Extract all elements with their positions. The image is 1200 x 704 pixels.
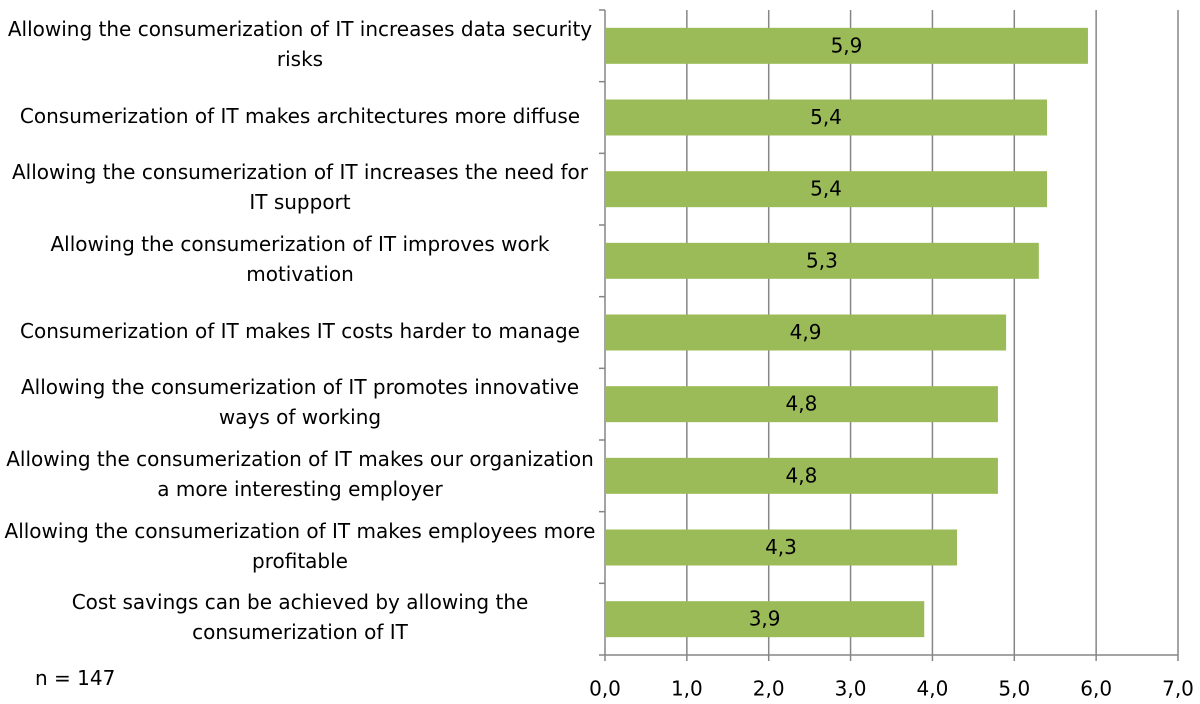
y-tick-label: Allowing the consumerization of IT promo…: [20, 375, 580, 430]
bar: [605, 386, 998, 423]
bar: [605, 314, 1007, 351]
annotation: n = 147: [35, 666, 116, 690]
bar: [605, 99, 1048, 136]
bar: [605, 242, 1039, 279]
x-tick-label: 4,0: [917, 677, 949, 701]
bar: [605, 601, 925, 638]
y-tick-label: Allowing the consumerization of IT incre…: [11, 160, 589, 215]
bar: [605, 457, 998, 494]
x-tick-label: 0,0: [589, 677, 621, 701]
value-label: 5,9: [831, 33, 863, 57]
y-tick-label: Consumerization of IT makes architecture…: [19, 103, 581, 128]
x-tick-label: 6,0: [1080, 677, 1112, 701]
y-tick-label: Consumerization of IT makes IT costs har…: [20, 318, 580, 343]
bar: [605, 27, 1088, 64]
x-tick-label: 5,0: [998, 677, 1030, 701]
y-tick-label: Allowing the consumerization of IT makes…: [4, 518, 596, 573]
value-label: 4,9: [790, 320, 822, 344]
y-tick-label: Cost savings can be achieved by allowing…: [71, 590, 529, 645]
y-tick-label: Allowing the consumerization of IT incre…: [7, 16, 593, 71]
value-label: 5,4: [810, 177, 842, 201]
x-tick-label: 1,0: [671, 677, 703, 701]
value-label: 4,8: [786, 463, 818, 487]
x-tick-label: 2,0: [753, 677, 785, 701]
value-label: 5,4: [810, 105, 842, 129]
value-label: 3,9: [749, 607, 781, 631]
x-tick-label: 3,0: [835, 677, 867, 701]
value-label: 5,3: [806, 248, 838, 272]
bar: [605, 529, 957, 566]
x-tick-label: 7,0: [1162, 677, 1194, 701]
y-tick-label: Allowing the consumerization of IT impro…: [50, 231, 550, 286]
value-label: 4,3: [765, 535, 797, 559]
bar: [605, 171, 1048, 208]
value-label: 4,8: [786, 392, 818, 416]
y-tick-label: Allowing the consumerization of IT makes…: [6, 446, 594, 501]
